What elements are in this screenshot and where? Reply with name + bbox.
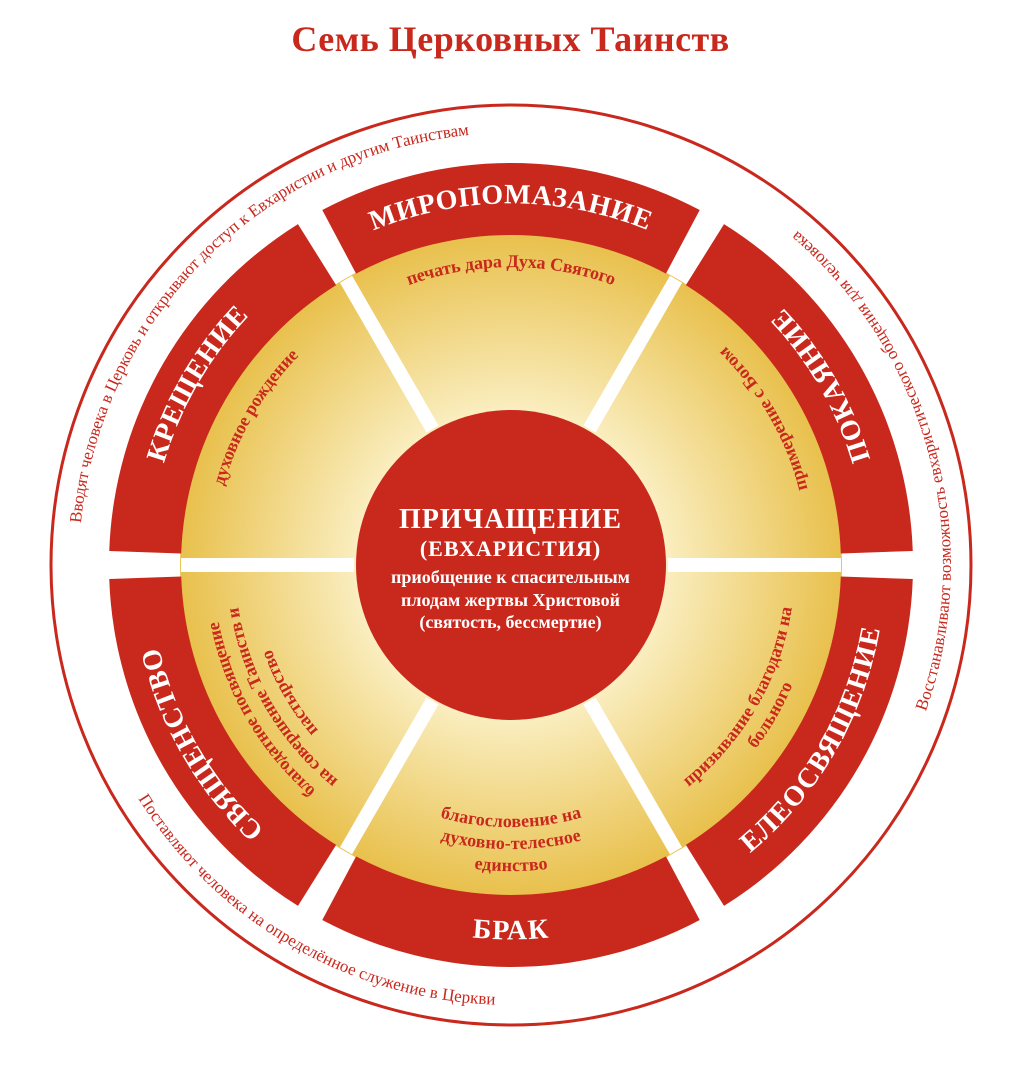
sacraments-diagram: КРЕЩЕНИЕМИРОПОМАЗАНИЕПОКАЯНИЕЕЛЕОСВЯЩЕНИ… [31, 85, 991, 1050]
page-title: Семь Церковных Таинств [0, 0, 1021, 60]
center-circle [356, 410, 666, 720]
diagram-svg: КРЕЩЕНИЕМИРОПОМАЗАНИЕПОКАЯНИЕЕЛЕОСВЯЩЕНИ… [31, 85, 991, 1045]
segment-desc: единство [473, 853, 548, 875]
segment-title: БРАК [471, 914, 550, 947]
